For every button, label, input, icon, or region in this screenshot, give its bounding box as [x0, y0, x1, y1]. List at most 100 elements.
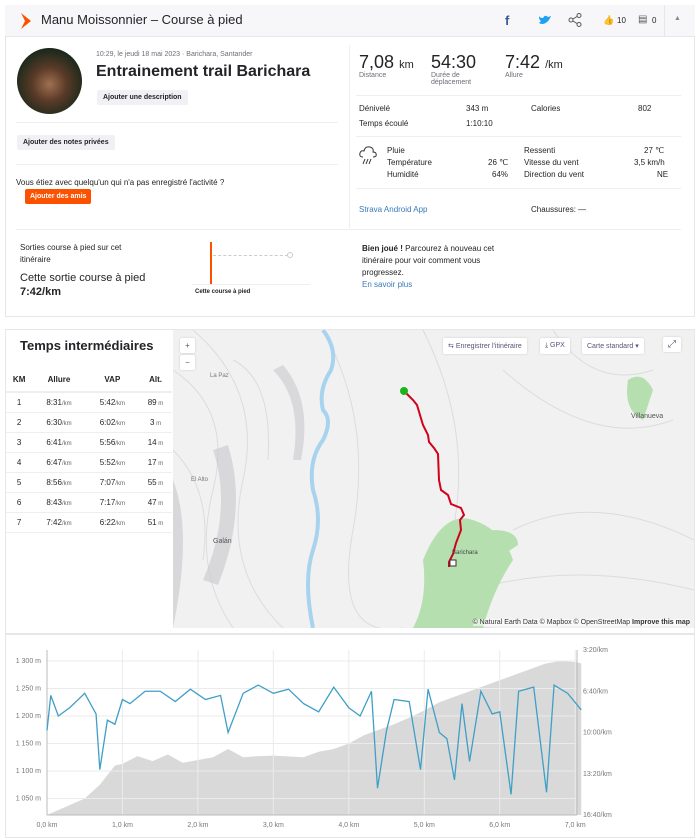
- y-left-tick: 1 100 m: [16, 768, 41, 775]
- place-label: El Alto: [191, 477, 209, 483]
- add-private-notes-button[interactable]: Ajouter des notes privées: [17, 135, 115, 150]
- twitter-icon[interactable]: [538, 14, 552, 26]
- comment-count[interactable]: 0: [652, 16, 657, 25]
- split-value: 3: [16, 437, 22, 447]
- split-row: 7 7:42/km 6:22/km 51 m: [6, 512, 172, 533]
- place-label: Barichara: [452, 550, 478, 556]
- split-value: 47: [147, 497, 157, 507]
- split-value: 7:17: [99, 497, 116, 507]
- divider: [664, 5, 665, 37]
- split-cell: 51 m: [139, 512, 172, 533]
- split-value: 6:47: [46, 457, 62, 467]
- thumbs-up-icon[interactable]: 👍: [603, 15, 615, 25]
- comment-icon[interactable]: ▤: [638, 14, 648, 25]
- finish-flag-icon: [449, 559, 457, 567]
- unit: m: [156, 420, 162, 427]
- y-right-tick: 6:40/km: [583, 688, 608, 695]
- split-value: 7:07: [99, 477, 116, 487]
- device-link[interactable]: Strava Android App: [359, 205, 428, 214]
- avatar[interactable]: [17, 48, 82, 114]
- unit: /km: [61, 400, 72, 407]
- place-label: Galán: [213, 538, 232, 545]
- elapsed-value: 1:10:10: [466, 119, 493, 128]
- split-value: 6:30: [46, 417, 62, 427]
- divider: [16, 164, 338, 165]
- divider: [356, 95, 681, 96]
- this-run-label: Cette sortie course à pied: [20, 272, 146, 284]
- pace-unit: /km: [545, 59, 563, 71]
- calories-value: 802: [638, 104, 652, 113]
- y-left-tick: 1 300 m: [16, 658, 41, 665]
- facebook-icon[interactable]: f: [505, 13, 510, 28]
- route-trend-line: [213, 255, 288, 256]
- gpx-label: GPX: [550, 342, 565, 349]
- unit: /km: [61, 420, 72, 427]
- calories-label: Calories: [531, 104, 561, 113]
- moving-time-value: 54:30: [431, 52, 477, 72]
- this-run-bar: [210, 242, 212, 284]
- map-style-dropdown[interactable]: Carte standard ▾: [582, 338, 644, 354]
- temperature-label: Température: [387, 158, 432, 167]
- kudos-count[interactable]: 10: [617, 16, 626, 25]
- wind-direction-label: Direction du vent: [524, 170, 585, 179]
- divider: [356, 188, 681, 189]
- split-value: 7:42: [46, 517, 62, 527]
- map[interactable]: La Paz El Alto Galán Villanueva Barichar…: [173, 330, 694, 628]
- unit: /km: [61, 440, 72, 447]
- zoom-out-button[interactable]: −: [180, 355, 195, 370]
- share-icon[interactable]: [568, 13, 582, 27]
- chart-baseline: [192, 284, 310, 285]
- split-value: 5:56: [99, 437, 116, 447]
- split-row: 2 6:30/km 6:02/km 3 m: [6, 412, 172, 433]
- divider: [16, 122, 338, 123]
- divider: [16, 229, 681, 230]
- split-value: 3: [149, 417, 155, 427]
- divider: [349, 45, 350, 228]
- with-someone-text: Vous étiez avec quelqu'un qui n'a pas en…: [16, 178, 225, 187]
- split-cell: 55 m: [139, 472, 172, 493]
- splits-header-row: KM Allure VAP Alt.: [6, 368, 172, 393]
- split-value: 6:02: [99, 417, 116, 427]
- add-description-button[interactable]: Ajouter une description: [97, 90, 188, 105]
- pace-line: [46, 683, 582, 795]
- gpx-button[interactable]: ⤓ GPX: [540, 338, 570, 354]
- route-message: Bien joué ! Parcourez à nouveau cet itin…: [362, 243, 512, 279]
- improve-map-link[interactable]: Improve this map: [632, 619, 690, 626]
- split-cell: 3: [6, 432, 33, 453]
- weather-condition: Pluie: [387, 146, 405, 155]
- add-friends-button[interactable]: Ajouter des amis: [25, 189, 92, 204]
- save-route-button[interactable]: ⇆ Enregistrer l'itinéraire: [443, 338, 527, 354]
- rain-icon: [359, 146, 377, 165]
- caret-up-icon[interactable]: ▲: [674, 15, 681, 22]
- split-value: 17: [147, 457, 157, 467]
- activity-card: [5, 5, 695, 317]
- split-row: 6 8:43/km 7:17/km 47 m: [6, 492, 172, 513]
- splits-header: VAP: [85, 368, 140, 393]
- y-left-tick: 1 150 m: [16, 741, 41, 748]
- split-row: 3 6:41/km 5:56/km 14 m: [6, 432, 172, 453]
- split-cell: 7:07/km: [85, 472, 140, 493]
- message-bold: Bien joué !: [362, 244, 403, 253]
- split-cell: 2: [6, 412, 33, 433]
- splits-table: KM Allure VAP Alt. 1 8:31/km 5:42/km 89 m 2 6:30/…: [6, 368, 172, 533]
- unit: m: [158, 480, 164, 487]
- learn-more-link[interactable]: En savoir plus: [362, 280, 413, 289]
- split-cell: 6: [6, 492, 33, 513]
- split-value: 5: [16, 477, 22, 487]
- fullscreen-icon[interactable]: ⤢: [663, 337, 681, 352]
- pace-value: 7:42 /km: [505, 52, 563, 73]
- wind-speed-value: 3,5 km/h: [634, 158, 665, 167]
- unit: m: [158, 400, 164, 407]
- unit: /km: [115, 400, 125, 407]
- route-line: [404, 391, 466, 567]
- y-right-tick: 10:00/km: [583, 730, 612, 737]
- message-text: Parcourez à nouveau cet itinéraire pour …: [362, 244, 495, 277]
- wind-direction-value: NE: [657, 170, 669, 179]
- split-value: 1: [16, 397, 22, 407]
- attribution-text[interactable]: © Natural Earth Data © Mapbox © OpenStre…: [472, 619, 631, 626]
- splits-header: Allure: [32, 368, 86, 393]
- wind-speed-label: Vitesse du vent: [524, 158, 579, 167]
- split-cell: 17 m: [139, 452, 172, 473]
- download-icon: ⤓: [545, 342, 551, 349]
- zoom-in-button[interactable]: +: [180, 338, 195, 353]
